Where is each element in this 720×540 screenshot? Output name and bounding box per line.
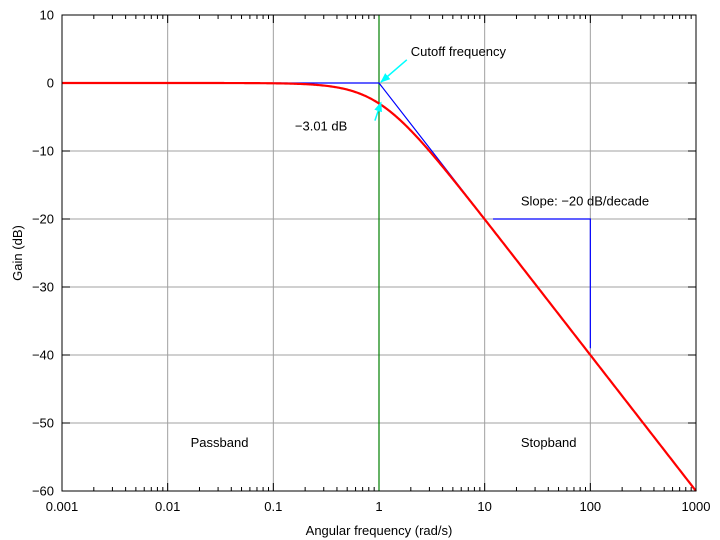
x-axis-label: Angular frequency (rad/s)	[306, 523, 453, 538]
annotation-arrow	[374, 101, 382, 121]
annotation-text: Cutoff frequency	[411, 44, 507, 59]
series-layer	[61, 15, 697, 492]
plot-frame	[61, 14, 697, 492]
x-tick-label: 1000	[682, 499, 711, 514]
y-tick-label: −50	[32, 416, 54, 431]
annotation-text: Passband	[191, 435, 249, 450]
y-tick-label: 0	[47, 76, 54, 91]
x-tick-label: 10	[477, 499, 491, 514]
x-tick-label: 0.001	[46, 499, 79, 514]
y-axis-label: Gain (dB)	[10, 225, 25, 281]
y-tick-label: −10	[32, 144, 54, 159]
annotation-arrow	[380, 59, 408, 83]
y-tick-label: −20	[32, 212, 54, 227]
annotation-text: Slope: −20 dB/decade	[521, 193, 649, 208]
annotations: Cutoff frequency −3.01 dB Slope: −20 dB/de…	[191, 44, 650, 450]
y-tick-label: −60	[32, 484, 54, 499]
annotation-text: −3.01 dB	[295, 119, 347, 134]
y-tick-label: 10	[40, 8, 54, 23]
x-tick-label: 1	[375, 499, 382, 514]
x-tick-label: 0.01	[155, 499, 180, 514]
tick-labels: 0.001 0.01 0.1 1 10 100 1000100−10−20−30−40−50…	[32, 8, 711, 515]
y-tick-label: −40	[32, 348, 54, 363]
slope-marker	[493, 218, 591, 349]
x-tick-label: 0.1	[264, 499, 282, 514]
x-tick-label: 100	[579, 499, 601, 514]
y-tick-label: −30	[32, 280, 54, 295]
annotation-text: Stopband	[521, 435, 577, 450]
